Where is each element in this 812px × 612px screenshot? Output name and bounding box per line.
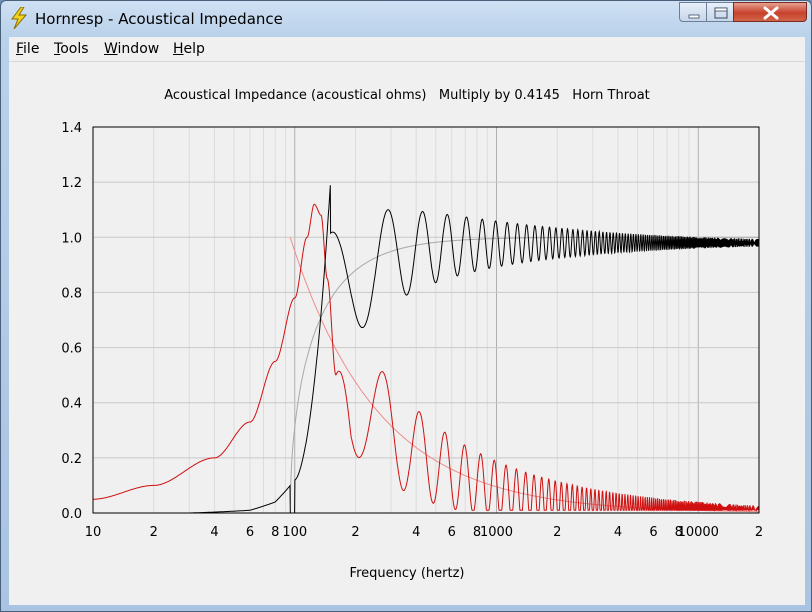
- y-tick-label: 0.8: [61, 286, 82, 301]
- close-icon: [763, 6, 779, 20]
- plot-frame: [92, 126, 760, 514]
- chart-area: Acoustical Impedance (acoustical ohms) M…: [9, 62, 805, 605]
- menu-help[interactable]: Help: [173, 41, 205, 57]
- menu-window[interactable]: Window: [104, 41, 159, 57]
- menu-bar: File Tools Window Help: [9, 37, 805, 62]
- window-title: Hornresp - Acoustical Impedance: [35, 10, 283, 28]
- y-tick-label: 1.0: [61, 231, 82, 246]
- x-tick-label: 2: [755, 525, 763, 540]
- y-tick-label: 0.0: [61, 507, 82, 522]
- x-tick-label: 2: [351, 525, 359, 540]
- x-tick-label: 10000: [678, 525, 719, 540]
- maximize-icon: [714, 7, 728, 19]
- close-button[interactable]: [733, 2, 807, 22]
- x-tick-label: 10: [85, 525, 102, 540]
- menu-file[interactable]: File: [16, 41, 39, 57]
- y-tick-label: 0.6: [61, 342, 82, 357]
- chart-grid: [92, 127, 760, 513]
- menu-help-label: elp: [183, 41, 205, 57]
- chart-curves: [93, 185, 760, 514]
- menu-tools-label: ools: [60, 41, 89, 57]
- x-tick-label: 4: [614, 525, 622, 540]
- x-tick-label: 1000: [480, 525, 513, 540]
- lightning-app-icon: [11, 7, 28, 29]
- impedance-chart: Acoustical Impedance (acoustical ohms) M…: [61, 88, 763, 581]
- reactance-simple-curve: [289, 237, 759, 513]
- maximize-button[interactable]: [706, 2, 734, 22]
- menu-help-accel: H: [173, 41, 184, 57]
- x-tick-label: 6: [649, 525, 657, 540]
- menu-window-accel: W: [104, 41, 118, 57]
- x-axis-label: Frequency (hertz): [350, 566, 465, 581]
- x-tick-label: 100: [282, 525, 307, 540]
- menu-tools[interactable]: Tools: [54, 41, 89, 57]
- y-tick-label: 0.2: [61, 452, 82, 467]
- resistance-simple-curve: [289, 236, 759, 504]
- x-tick-label: 2: [150, 525, 158, 540]
- resistance-curve: [189, 185, 760, 514]
- y-tick-label: 0.4: [61, 397, 82, 412]
- x-tick-label: 8: [473, 525, 481, 540]
- menu-window-label: indow: [117, 41, 160, 57]
- minimize-icon: [688, 14, 700, 19]
- menu-tools-accel: T: [54, 41, 61, 57]
- reactance-curve: [93, 203, 760, 513]
- minimize-button[interactable]: [679, 2, 707, 22]
- chart-title: Acoustical Impedance (acoustical ohms) M…: [164, 88, 650, 103]
- x-tick-label: 6: [246, 525, 254, 540]
- x-tick-label: 6: [448, 525, 456, 540]
- y-tick-label: 1.4: [61, 121, 82, 136]
- menu-file-label: ile: [23, 41, 40, 57]
- x-tick-label: 4: [210, 525, 218, 540]
- y-axis-ticks: 0.0 0.2 0.4 0.6 0.8 1.0 1.2 1.4: [61, 121, 82, 522]
- y-tick-label: 1.2: [61, 176, 82, 191]
- x-tick-label: 2: [553, 525, 561, 540]
- menu-file-accel: F: [16, 41, 24, 57]
- x-tick-label: 8: [271, 525, 279, 540]
- title-bar[interactable]: Hornresp - Acoustical Impedance: [1, 1, 811, 37]
- x-tick-label: 4: [412, 525, 420, 540]
- x-tick-label: 8: [675, 525, 683, 540]
